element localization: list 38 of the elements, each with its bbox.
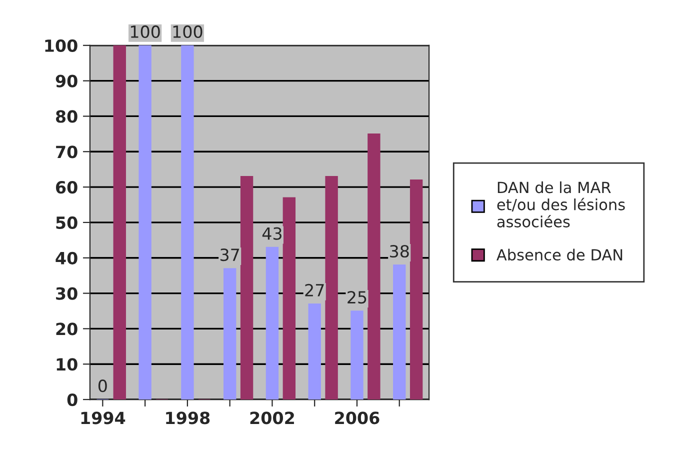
bar bbox=[181, 45, 194, 400]
bar bbox=[308, 303, 321, 400]
y-tick-label: 20 bbox=[56, 322, 78, 336]
legend-label: DAN de la MAR et/ou des lésions associées bbox=[497, 181, 625, 228]
bar bbox=[368, 134, 380, 400]
data-label: 100 bbox=[173, 25, 202, 38]
bar bbox=[410, 180, 423, 400]
bar bbox=[266, 246, 279, 400]
bar bbox=[350, 310, 364, 400]
x-tick-label: 1994 bbox=[81, 412, 126, 424]
y-tick-label: 50 bbox=[56, 216, 78, 230]
bar bbox=[282, 197, 296, 400]
data-label: 38 bbox=[390, 244, 409, 258]
y-tick-label: 0 bbox=[67, 393, 78, 406]
y-tick-label: 100 bbox=[45, 39, 78, 52]
x-tick-label: 2006 bbox=[335, 412, 380, 424]
data-label: 37 bbox=[220, 248, 240, 262]
y-tick-label: 90 bbox=[56, 74, 78, 88]
y-tick-label: 80 bbox=[56, 110, 78, 123]
y-tick-label: 60 bbox=[56, 181, 78, 194]
bar bbox=[113, 45, 126, 400]
y-tick-label: 30 bbox=[56, 287, 78, 300]
y-tick-label: 70 bbox=[56, 146, 78, 158]
data-label: 27 bbox=[305, 284, 324, 296]
bar bbox=[393, 264, 406, 400]
data-label: 0 bbox=[98, 380, 107, 392]
data-label: 25 bbox=[348, 290, 366, 304]
y-tick-label: 40 bbox=[56, 252, 78, 264]
data-label: 43 bbox=[262, 227, 282, 240]
legend-label: Absence de DAN bbox=[496, 248, 622, 261]
x-tick-label: 1998 bbox=[166, 412, 210, 424]
bar bbox=[223, 268, 236, 400]
bar bbox=[240, 176, 254, 400]
y-tick-label: 10 bbox=[56, 358, 78, 371]
x-tick-label: 2002 bbox=[250, 412, 294, 424]
bar bbox=[138, 45, 152, 400]
bar bbox=[325, 176, 338, 400]
data-label: 100 bbox=[130, 25, 160, 38]
